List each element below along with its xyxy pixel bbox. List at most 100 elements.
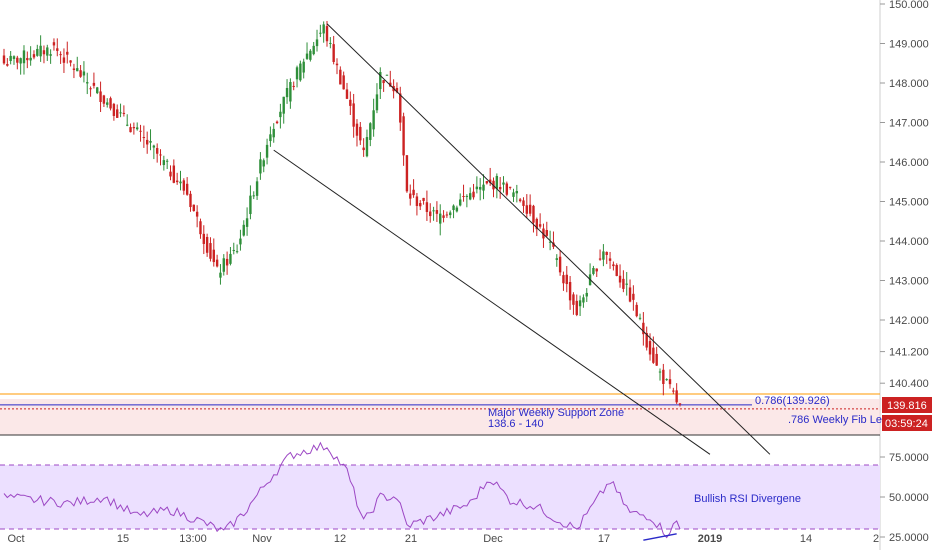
candle-body [112,103,116,116]
candle-body [42,50,46,55]
current-price-value: 139.816 [887,400,927,412]
candle-body [525,205,529,214]
candle-body [202,233,205,244]
candle-body [9,55,12,61]
candle-body [172,165,176,183]
candle-body [402,116,405,156]
candle-body [269,134,272,142]
candle-body [12,56,16,59]
candle-body [16,57,19,63]
candle-body [459,199,462,206]
candle-body [46,47,49,56]
candle-body [36,48,39,56]
candle-body [528,204,532,214]
candle-body [395,87,399,93]
candle-body [452,205,455,211]
candle-body [565,274,568,285]
candle-body [26,58,29,61]
candle-body [22,50,26,64]
candle-body [242,224,245,236]
candle-body [372,110,375,130]
candle-body [232,249,235,251]
price-tick-label: 145.000 [889,197,929,209]
candle-body [32,54,36,58]
candle-body [192,204,196,212]
candle-body [86,82,89,84]
candle-body [598,258,602,260]
candle-body [152,145,156,148]
candle-body [485,181,489,184]
candle-body [342,75,345,90]
candle-body [405,155,409,192]
candle-body [265,144,269,158]
candle-body [39,45,42,57]
time-tick-label: 2019 [698,533,722,545]
time-axis-labels: Oct 15 13:00 Nov 12 21 Dec 17 2019 14 2 [7,533,879,545]
candle-body [462,196,465,198]
candle-body [375,94,379,111]
candle-body [279,111,282,118]
candle-body [282,96,285,114]
candle-body [568,281,572,301]
candle-body [575,300,578,315]
candle-body [142,137,146,139]
candle-body [415,196,419,206]
candle-body [212,249,215,263]
candle-body [515,191,519,194]
candle-body [365,137,369,157]
candle-body [332,44,335,62]
candle-body [522,200,525,206]
candle-body [665,379,668,381]
candle-body [495,175,499,189]
candle-body [592,267,595,274]
price-axis-labels: 150.000 149.000 148.000 147.000 146.000 145.0… [880,0,929,390]
candle-body [2,55,6,64]
candle-body [225,258,229,266]
candle-body [6,64,9,66]
candle-body [205,236,209,253]
price-tick-label: 149.000 [889,39,929,51]
candle-body [488,179,492,183]
candle-body [675,390,678,403]
candle-body [382,80,385,84]
rsi-line [3,441,681,539]
candle-body [145,139,149,145]
candle-body [512,192,515,197]
candle-body [239,238,242,245]
candle-body [355,123,359,136]
candle-body [295,67,299,80]
candle-body [645,332,648,348]
candle-body [502,182,505,185]
candle-body [169,171,172,177]
candle-body [425,202,429,212]
rsi-divergence-line [643,533,677,541]
candle-body [482,184,485,191]
candle-body [385,74,389,76]
candle-body [585,292,588,297]
candle-body [189,193,192,208]
time-tick-label: Oct [7,533,24,545]
candle-body [255,181,259,196]
candle-body [99,91,102,102]
candle-body [632,293,635,300]
current-price-tag [882,397,932,413]
candle-body [285,88,289,98]
candle-body [132,127,136,129]
fib-level-label: 0.786(139.926) [755,395,830,407]
candle-body [235,251,239,253]
candle-body [116,109,119,118]
candle-body [329,42,332,44]
candle-body [379,72,382,90]
candle-body [635,304,638,317]
candle-body [612,264,615,267]
candle-body [552,242,555,247]
candle-body [535,218,538,230]
candle-body [52,42,56,46]
time-tick-label: 17 [598,533,610,545]
candle-body [369,123,372,140]
countdown-value: 03:59:24 [885,418,928,430]
price-tick-label: 140.400 [889,378,929,390]
candle-body [92,82,96,86]
candle-body [109,98,112,109]
candle-body [449,212,452,216]
